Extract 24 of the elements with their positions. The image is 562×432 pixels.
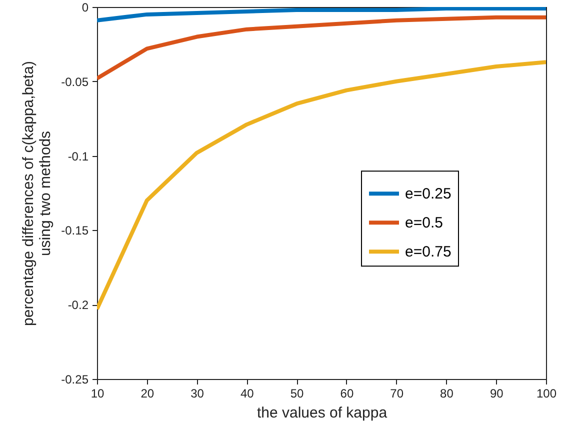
legend-label: e=0.5	[405, 214, 443, 232]
x-tick-label: 70	[390, 386, 404, 400]
x-tick-label: 20	[140, 386, 154, 400]
legend-label: e=0.75	[405, 244, 452, 261]
x-axis-title: the values of kappa	[256, 404, 388, 422]
y-axis-title: percentage differences of c(kappa,beta) using two methods	[20, 61, 54, 326]
x-tick-label: 40	[240, 386, 254, 400]
line-series	[97, 15, 546, 80]
x-tick-label: 100	[536, 386, 557, 400]
y-tick-label: -0.05	[61, 74, 89, 89]
x-tick-label: 50	[290, 386, 304, 400]
x-tick-label: 30	[190, 386, 204, 400]
legend-label: e=0.25	[405, 186, 452, 203]
line-series	[97, 7, 546, 22]
y-tick-label: -0.1	[68, 149, 89, 164]
x-tick-label: 60	[340, 386, 354, 400]
x-tick-label: 80	[440, 386, 454, 400]
x-tick-label: 10	[90, 386, 104, 400]
line-series	[97, 60, 546, 312]
y-tick-label: 0	[82, 0, 89, 14]
y-tick-label: -0.2	[68, 298, 89, 312]
y-tick-label: -0.15	[61, 224, 89, 238]
x-tick-label: 90	[490, 386, 504, 400]
y-tick-label: -0.25	[61, 372, 89, 386]
